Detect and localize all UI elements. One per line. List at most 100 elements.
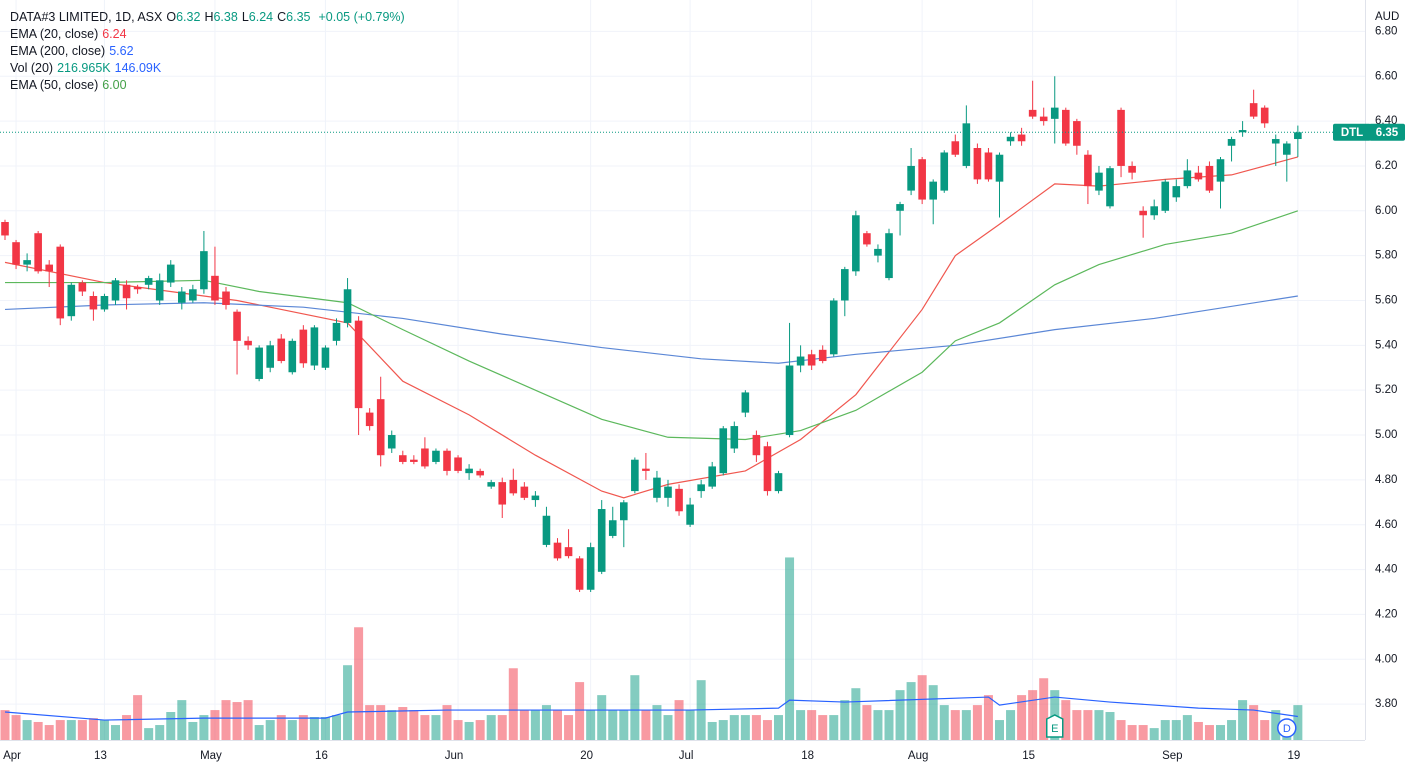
ohlc: O6.32 H6.38 L6.24 C6.35 [166,10,314,24]
volume-bar [906,682,916,740]
candle-body [343,289,352,323]
symbol-title: DATA#3 LIMITED, 1D, ASX [10,10,163,24]
candle-body [443,450,451,471]
candle-body [266,345,274,368]
axes: 3.80 4.00 4.20 4.40 4.60 4.80 5.00 5.20 5.40 5.60… [0,0,1405,762]
volume-bar [564,715,574,740]
ema-line [4,156,1299,499]
candle-body [299,329,308,364]
volume-bar [155,725,165,740]
y-tick-label: 5.80 [1375,250,1397,262]
event-icon [1277,718,1297,738]
candle-body [56,246,65,319]
volume-bar [298,715,308,740]
volume-bar [1271,710,1281,740]
volume-bar [199,715,209,740]
y-tick-label: 6.60 [1375,70,1397,82]
volume-bar [343,665,353,740]
y-tick-label: 3.80 [1375,698,1397,710]
volume-bar [1116,720,1126,740]
candle-body [918,159,926,200]
price-tag-bg [1369,123,1405,141]
volume-bar [431,715,441,740]
volume-bar [287,720,297,740]
x-tick-label: 13 [94,750,107,762]
candle-body [178,291,186,303]
candle-body [1238,130,1247,133]
candle-body [476,470,484,476]
price-tag-symbol: DTL [1341,127,1363,139]
candle-body [45,264,53,272]
volume-bar [77,720,87,740]
candle-body [852,215,860,272]
volume-bar [254,725,264,740]
candle-body [896,204,904,211]
volume-bar [1260,720,1270,740]
candle-body [78,282,87,292]
candle-body [1095,172,1103,191]
candle-body [189,289,197,301]
volume-bar [508,668,518,740]
volume-bar [464,721,474,740]
ohlc-value: 6.24 [248,10,274,24]
candle-body [498,482,507,505]
candle-body [785,365,794,436]
volume-bar [1017,695,1027,740]
volume-bar [453,720,463,740]
candle-body [1106,168,1114,207]
candle-body [631,459,639,492]
candle-body [542,515,551,545]
volume-bar [840,700,850,740]
volume-bar [685,710,695,740]
x-tick-label: Apr [3,750,21,762]
y-tick-label: 4.20 [1375,608,1397,620]
candle-body [211,275,219,301]
volume-bar [486,715,496,740]
volume-bar [442,705,452,740]
volume-bar [88,718,98,740]
volume-bar [774,715,783,740]
volume-bar [950,710,960,740]
candle-body [719,428,728,474]
candle-body [222,291,230,305]
candle-body [653,477,661,498]
ohlc-label: C [277,10,287,24]
x-tick-label: 15 [1022,750,1035,762]
x-tick-label: Sep [1162,750,1182,762]
volume-bar [398,707,408,740]
x-tick-label: Aug [908,750,928,762]
volume-bar [409,710,419,740]
x-tick-label: Jul [679,750,694,762]
volume-bar [586,710,596,740]
volume-bar [1138,725,1148,740]
candle-body [608,520,617,536]
candle-body [1006,136,1015,142]
x-tick-label: 20 [580,750,593,762]
volume-bar [597,695,607,740]
candle-body [520,486,529,498]
candle-body [973,148,982,180]
volume-bar [707,721,717,740]
ema50-name: EMA (50, close) [10,78,99,92]
volume-bar [895,690,905,740]
volume-bar [354,627,364,740]
candle-body [829,300,838,355]
y-tick-label: 6.80 [1375,25,1397,37]
candle-body [1062,109,1070,144]
event-label: D [1283,723,1291,735]
candle-body [100,296,109,310]
candle-body [321,347,330,368]
volume-bar [829,715,839,740]
candle-body [155,280,164,301]
volume-bar [1149,728,1159,740]
candle-body [410,459,418,462]
volume-bar [1249,705,1259,740]
y-tick-label: 5.20 [1375,384,1397,396]
candles [1,76,1302,592]
ohlc-value: 6.35 [286,10,311,24]
volume-bar [1193,721,1203,740]
candle-body [1128,165,1136,173]
volume-bar [674,700,684,740]
candle-body [575,558,584,590]
volume-bar [939,705,949,740]
